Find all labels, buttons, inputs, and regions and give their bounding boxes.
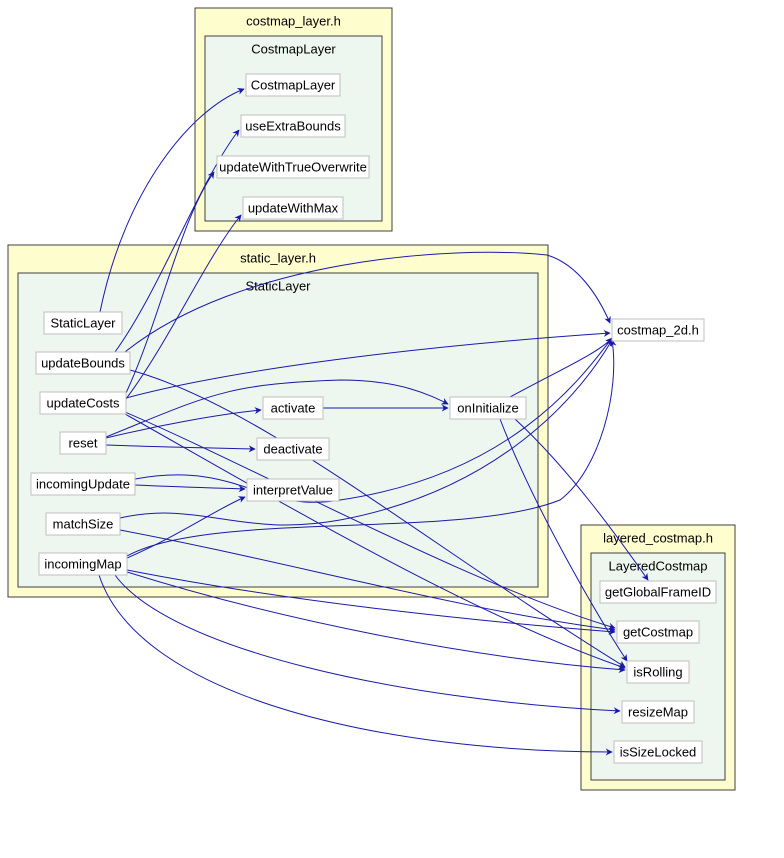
- node-label-StaticLayer_ctor: StaticLayer: [50, 315, 116, 330]
- node-label-updateBounds: updateBounds: [41, 355, 125, 370]
- cluster-label-costmap_layer_h: costmap_layer.h: [246, 13, 341, 28]
- node-label-updateWithTrueOverwrite: updateWithTrueOverwrite: [219, 159, 367, 174]
- node-label-CostmapLayer_ctor: CostmapLayer: [251, 77, 336, 92]
- node-label-deactivate: deactivate: [263, 441, 322, 456]
- node-label-isSizeLocked: isSizeLocked: [620, 744, 697, 759]
- node-label-getCostmap: getCostmap: [623, 624, 693, 639]
- node-label-updateCosts: updateCosts: [47, 395, 120, 410]
- inner-cluster-label-costmap_layer_h: CostmapLayer: [251, 41, 336, 56]
- cluster-label-static_layer_h: static_layer.h: [240, 250, 316, 265]
- node-label-activate: activate: [271, 400, 316, 415]
- node-label-resizeMap: resizeMap: [628, 704, 688, 719]
- node-label-interpretValue: interpretValue: [253, 482, 333, 497]
- node-label-reset: reset: [69, 435, 98, 450]
- node-label-getGlobalFrameID: getGlobalFrameID: [605, 584, 711, 599]
- node-label-incomingUpdate: incomingUpdate: [36, 476, 130, 491]
- node-label-incomingMap: incomingMap: [44, 556, 121, 571]
- node-label-isRolling: isRolling: [633, 664, 682, 679]
- cluster-label-layered_costmap_h: layered_costmap.h: [603, 530, 713, 545]
- node-label-onInitialize: onInitialize: [457, 400, 518, 415]
- node-label-matchSize: matchSize: [53, 516, 114, 531]
- node-label-useExtraBounds: useExtraBounds: [245, 118, 341, 133]
- node-label-costmap_2d_h: costmap_2d.h: [617, 322, 699, 337]
- inner-cluster-label-layered_costmap_h: LayeredCostmap: [609, 558, 708, 573]
- node-label-updateWithMax: updateWithMax: [248, 200, 339, 215]
- edge-incomingMap-to-isSizeLocked: [99, 575, 612, 752]
